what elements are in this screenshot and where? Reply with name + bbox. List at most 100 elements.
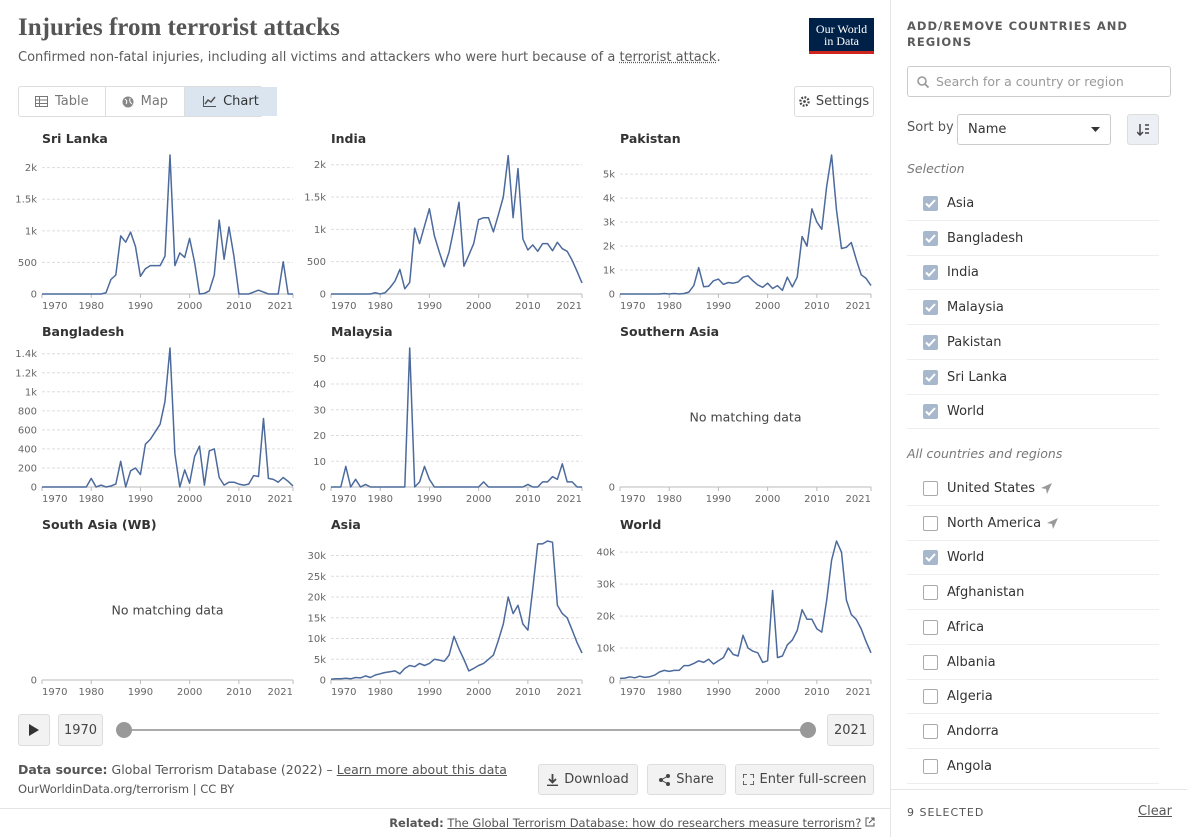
x-tick-label: 1970: [620, 301, 645, 312]
y-tick-label: 20k: [596, 612, 615, 623]
series-line: [331, 154, 583, 295]
checkbox[interactable]: [923, 300, 938, 316]
list-item[interactable]: Algeria: [907, 680, 1159, 715]
y-tick-label: 500: [18, 258, 37, 269]
checkbox[interactable]: [923, 723, 938, 739]
share-button[interactable]: Share: [647, 764, 726, 795]
x-tick-label: 1980: [78, 687, 103, 698]
logo[interactable]: Our World in Data: [809, 18, 874, 54]
check-icon: [925, 234, 936, 243]
checkbox[interactable]: [923, 265, 938, 281]
checkbox[interactable]: [923, 758, 938, 774]
x-tick-label: 1970: [620, 494, 645, 505]
url[interactable]: OurWorldinData.org/terrorism | CC BY: [18, 782, 235, 796]
x-tick-label: 2010: [804, 301, 829, 312]
sort-order-button[interactable]: [1127, 114, 1159, 145]
x-tick-label: 2000: [755, 687, 780, 698]
x-tick-label: 2010: [804, 687, 829, 698]
related-link[interactable]: The Global Terrorism Database: how do re…: [447, 816, 862, 830]
y-tick-label: 1.5k: [304, 193, 326, 204]
checkbox[interactable]: [923, 654, 938, 670]
x-tick-label: 2010: [226, 301, 251, 312]
list-item[interactable]: Asia: [907, 187, 1159, 221]
checkbox[interactable]: [923, 481, 938, 496]
list-item[interactable]: Africa: [907, 611, 1159, 645]
checkbox[interactable]: [923, 550, 938, 566]
y-tick-label: 3k: [603, 218, 615, 229]
list-item[interactable]: World: [907, 541, 1159, 576]
list-item[interactable]: Albania: [907, 646, 1159, 680]
y-tick-label: 4k: [603, 194, 615, 205]
play-button[interactable]: [18, 714, 50, 746]
source-line: Data source: Global Terrorism Database (…: [18, 762, 507, 777]
x-tick-label: 2010: [804, 494, 829, 505]
subtitle-end: .: [716, 50, 721, 65]
source-link[interactable]: Learn more about this data: [336, 762, 507, 777]
item-label: World: [947, 550, 985, 566]
checkbox[interactable]: [923, 196, 938, 211]
tab-label: Table: [55, 94, 89, 109]
list-item[interactable]: Andorra: [907, 715, 1159, 749]
list-item[interactable]: Malaysia: [907, 291, 1159, 326]
check-icon: [925, 338, 936, 347]
x-tick-label: 2021: [846, 301, 871, 312]
checkbox[interactable]: [923, 619, 938, 635]
no-data-note: No matching data: [690, 410, 802, 425]
x-tick-label: 1980: [78, 301, 103, 312]
download-button[interactable]: Download: [538, 764, 638, 795]
y-tick-label: 1.4k: [15, 349, 37, 360]
tab[interactable]: Table: [19, 87, 105, 116]
checkbox[interactable]: [923, 689, 938, 705]
tab[interactable]: Chart: [184, 87, 277, 116]
timeline-end: 2021: [827, 714, 874, 746]
x-tick-label: 1990: [706, 301, 731, 312]
panel-title: India: [331, 131, 366, 146]
x-tick-label: 2010: [226, 687, 251, 698]
checkbox[interactable]: [923, 230, 938, 246]
list-item[interactable]: India: [907, 256, 1159, 291]
list-item[interactable]: United States: [907, 472, 1159, 506]
clear-button[interactable]: Clear: [1138, 804, 1172, 819]
list-item[interactable]: Pakistan: [907, 326, 1159, 360]
tab[interactable]: Map: [104, 87, 184, 116]
y-tick-label: 0: [31, 483, 37, 494]
checkbox[interactable]: [923, 369, 938, 385]
x-tick-label: 1990: [706, 687, 731, 698]
checkbox[interactable]: [923, 334, 938, 350]
checkbox[interactable]: [923, 585, 938, 601]
y-tick-label: 0: [609, 483, 615, 494]
list-item[interactable]: Afghanistan: [907, 576, 1159, 611]
y-tick-label: 0: [320, 483, 326, 494]
y-tick-label: 5k: [314, 655, 326, 666]
list-item[interactable]: World: [907, 395, 1159, 430]
checkbox[interactable]: [923, 404, 938, 420]
subtitle-link[interactable]: terrorist attack: [619, 50, 717, 65]
check-icon: [925, 303, 936, 313]
y-tick-label: 20k: [307, 593, 326, 604]
panel-title: World: [620, 517, 661, 532]
list-item[interactable]: North America: [907, 507, 1159, 541]
x-tick-label: 1990: [128, 494, 153, 505]
list-item[interactable]: Bangladesh: [907, 222, 1159, 256]
search-placeholder: Search for a country or region: [936, 74, 1124, 89]
panel-title: Malaysia: [331, 324, 393, 339]
settings-button[interactable]: Settings: [794, 86, 874, 117]
checkbox[interactable]: [923, 515, 938, 531]
list-item[interactable]: Sri Lanka: [907, 361, 1159, 395]
x-tick-label: 1990: [128, 687, 153, 698]
list-item[interactable]: Angola: [907, 750, 1159, 784]
y-tick-label: 2k: [25, 163, 37, 174]
x-tick-label: 2021: [268, 301, 293, 312]
timeline-slider[interactable]: [110, 714, 822, 746]
series-line: [42, 347, 294, 488]
sort-dropdown[interactable]: Name: [957, 114, 1111, 145]
y-tick-label: 15k: [307, 613, 326, 624]
fullscreen-icon: [742, 774, 754, 785]
logo-line: in Data: [824, 34, 859, 48]
fullscreen-button[interactable]: Enter full-screen: [735, 764, 874, 795]
download-icon: [547, 773, 559, 786]
x-tick-label: 1980: [367, 494, 392, 505]
search-box[interactable]: Search for a country or region: [907, 66, 1171, 97]
item-label: World: [947, 404, 985, 420]
x-tick-label: 2000: [755, 301, 780, 312]
